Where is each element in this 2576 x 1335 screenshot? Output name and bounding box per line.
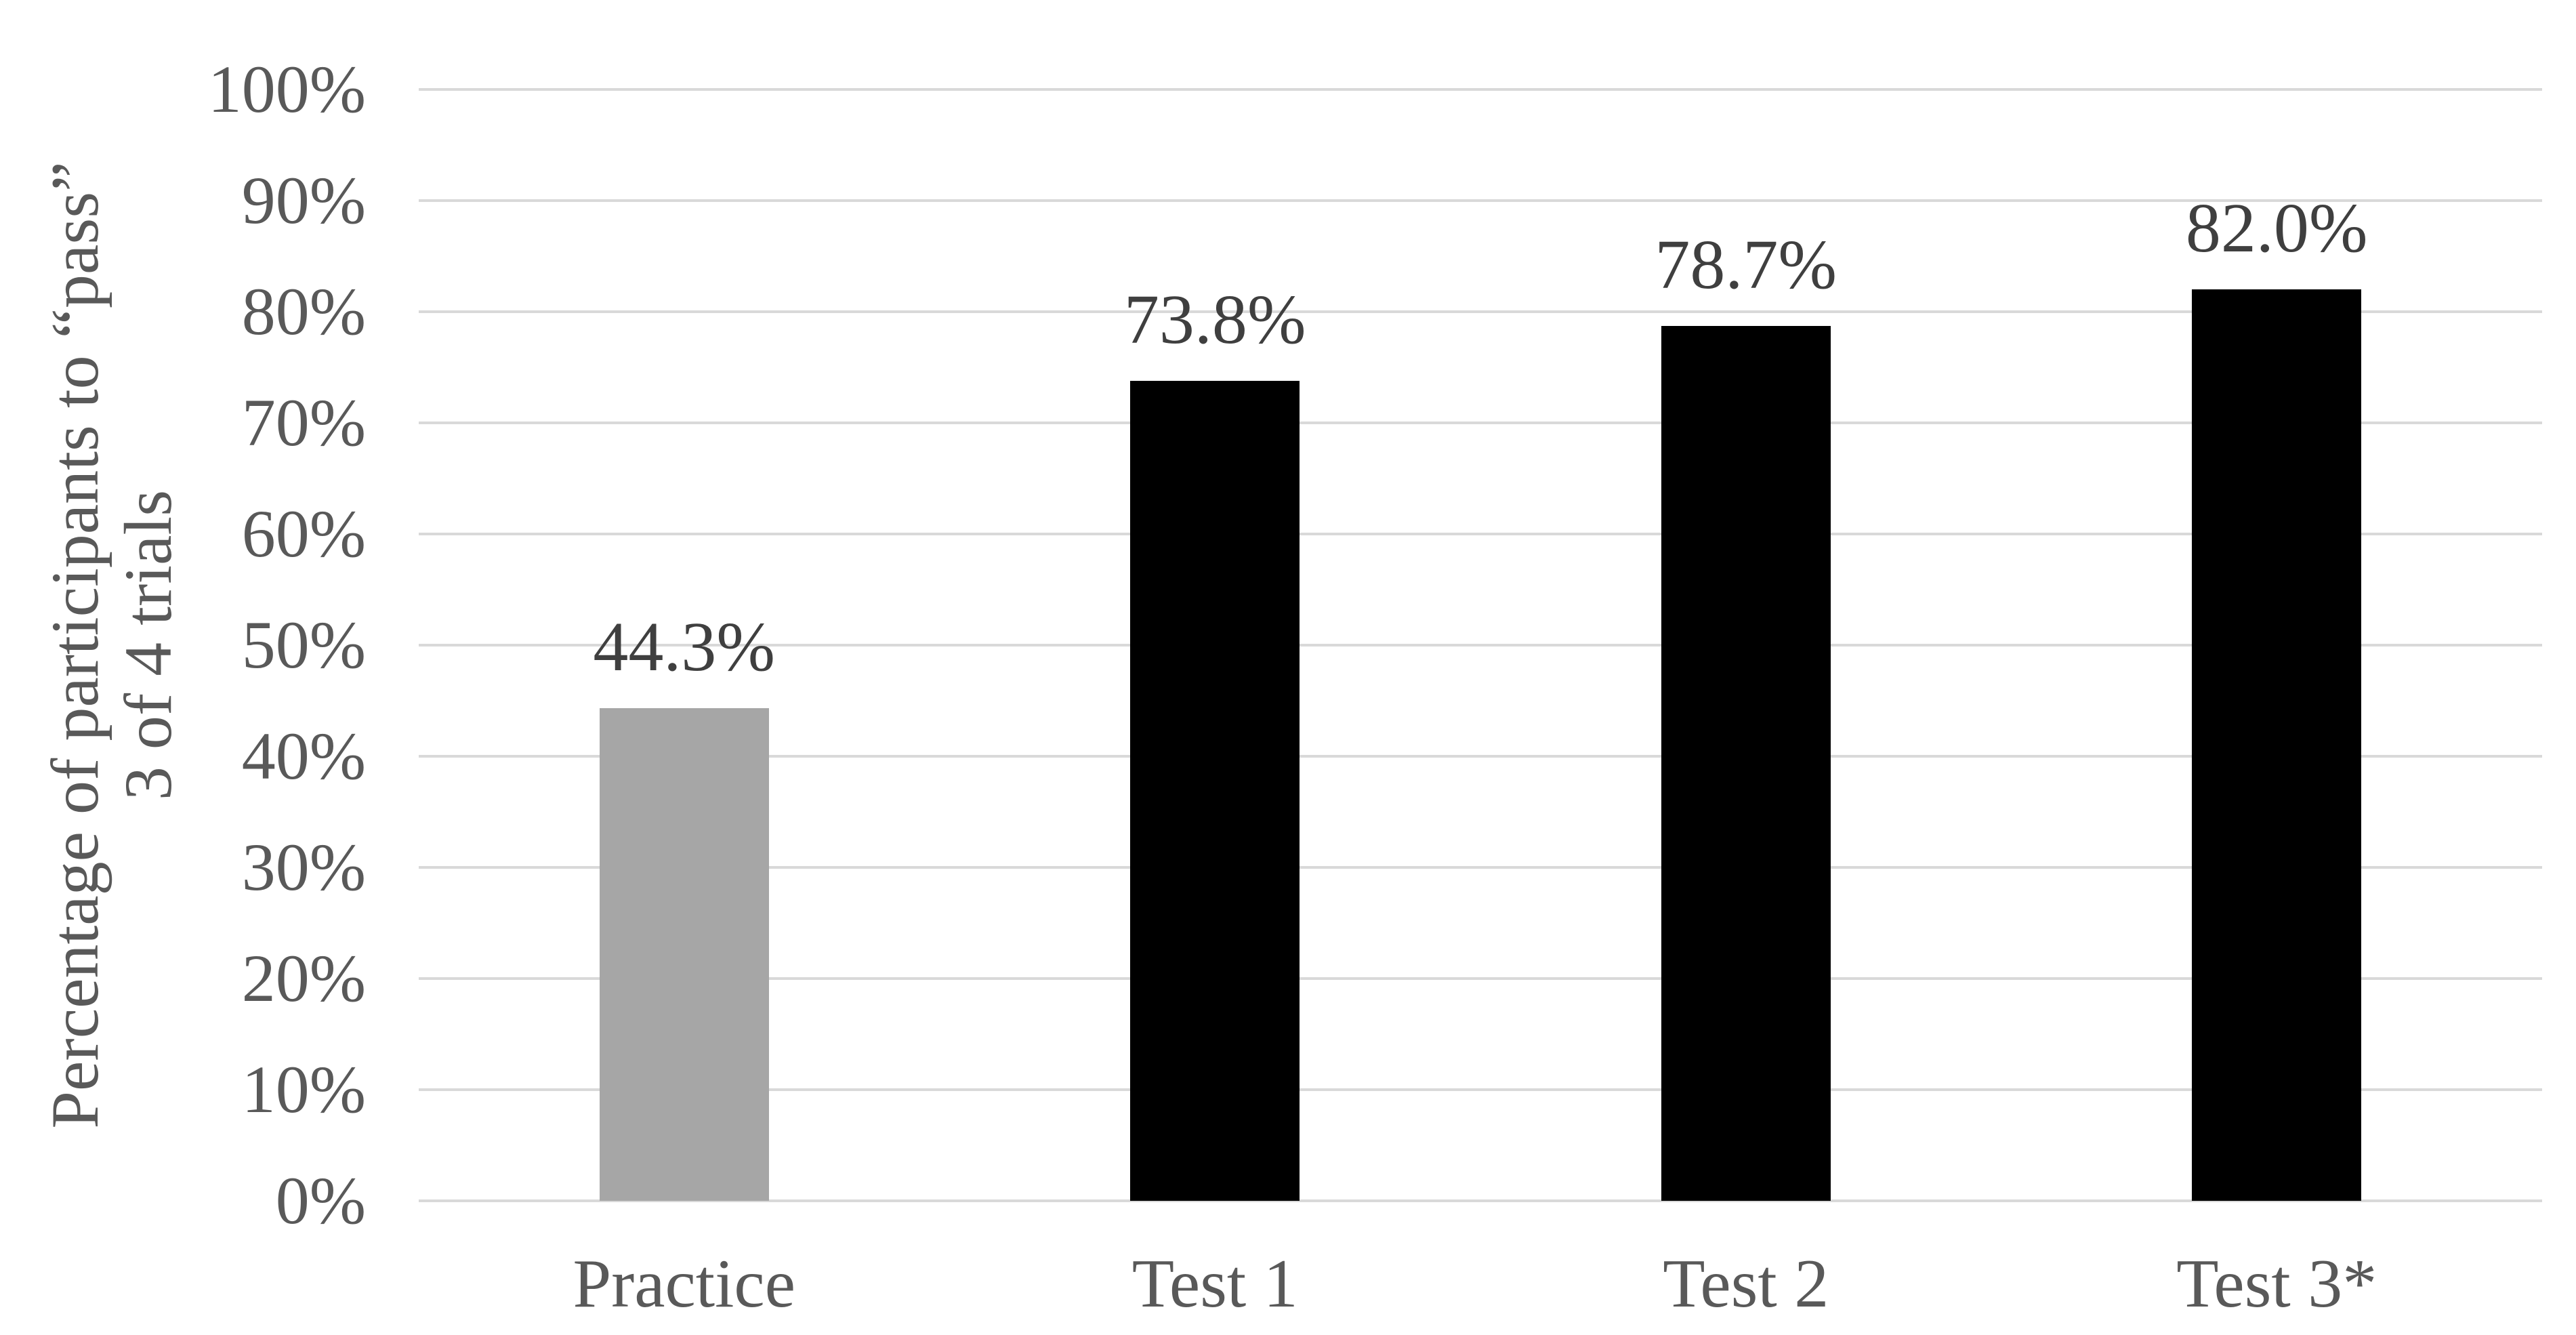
bar-data-label: 78.7% xyxy=(1655,226,1837,304)
y-axis-tick-label: 100% xyxy=(207,52,366,127)
x-axis-category-label: Test 3* xyxy=(2176,1246,2377,1322)
gridline xyxy=(419,755,2542,758)
x-axis-category-label: Test 2 xyxy=(1663,1246,1829,1322)
y-axis-tick-label: 90% xyxy=(241,163,366,238)
gridline xyxy=(419,644,2542,646)
y-axis-tick-label: 30% xyxy=(241,829,366,905)
y-axis-tick-label: 40% xyxy=(241,718,366,794)
bar-data-label: 82.0% xyxy=(2185,189,2368,268)
y-axis-tick-label: 80% xyxy=(241,274,366,349)
y-axis-tick-label: 0% xyxy=(275,1163,366,1238)
bar xyxy=(1661,326,1831,1201)
gridline xyxy=(419,866,2542,869)
gridline xyxy=(419,1199,2542,1202)
bar xyxy=(599,708,769,1201)
gridline xyxy=(419,310,2542,313)
gridline xyxy=(419,1088,2542,1091)
gridline xyxy=(419,533,2542,535)
gridline xyxy=(419,422,2542,424)
y-axis-tick-label: 60% xyxy=(241,496,366,571)
x-axis-category-label: Test 1 xyxy=(1131,1246,1298,1322)
plot-area xyxy=(419,88,2542,1202)
y-axis-tick-label: 20% xyxy=(241,941,366,1016)
bar xyxy=(1130,380,1300,1201)
bar-data-label: 44.3% xyxy=(593,608,776,686)
gridline xyxy=(419,88,2542,91)
y-axis-tick-label: 50% xyxy=(241,607,366,682)
gridline xyxy=(419,199,2542,202)
x-axis-category-label: Practice xyxy=(573,1246,795,1322)
y-axis-tick-label: 70% xyxy=(241,385,366,460)
bar-data-label: 73.8% xyxy=(1123,280,1306,358)
gridline xyxy=(419,977,2542,980)
y-axis-tick-label: 10% xyxy=(241,1052,366,1127)
bar xyxy=(2192,289,2362,1201)
